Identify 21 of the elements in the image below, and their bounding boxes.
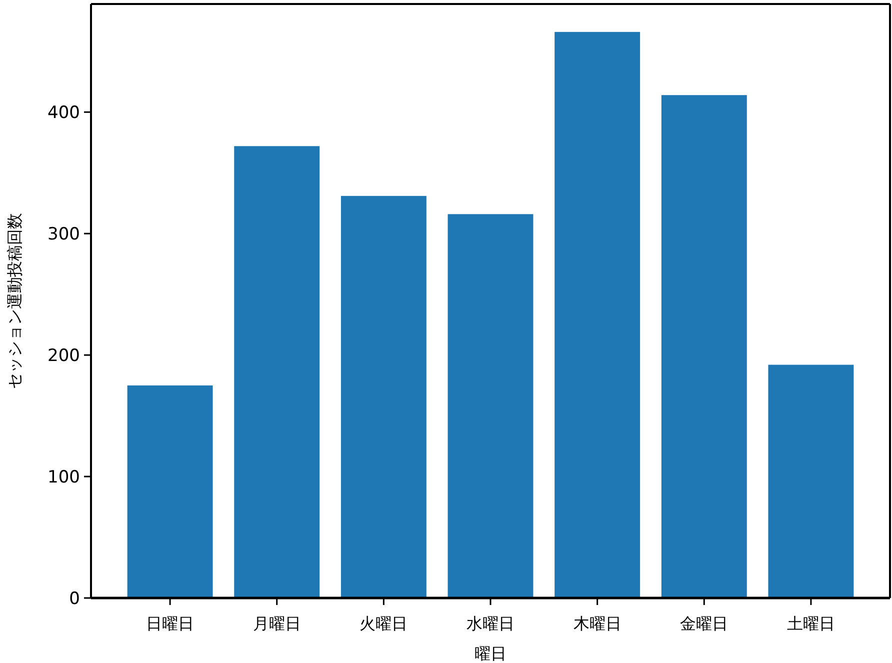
y-tick-label: 300 [48,224,80,245]
bar [448,214,534,598]
bar [554,32,640,598]
x-tick-label: 金曜日 [680,614,728,633]
bar [234,146,320,598]
y-tick-label: 200 [48,346,80,366]
x-tick-label: 月曜日 [252,614,301,633]
x-tick-label: 土曜日 [786,614,835,633]
y-tick-label: 0 [69,589,80,610]
x-tick-label: 火曜日 [360,614,408,633]
y-tick-label: 100 [48,468,80,488]
bar [340,196,426,598]
x-tick-label: 日曜日 [146,614,194,633]
bar [768,364,854,598]
y-axis-title: セッション運動投稿回数 [5,213,24,389]
x-tick-label: 水曜日 [466,614,514,633]
bar [127,385,213,598]
x-axis-title: 曜日 [474,644,506,663]
x-tick-label: 木曜日 [573,614,622,633]
bar [661,95,747,598]
y-tick-label: 400 [48,103,80,124]
